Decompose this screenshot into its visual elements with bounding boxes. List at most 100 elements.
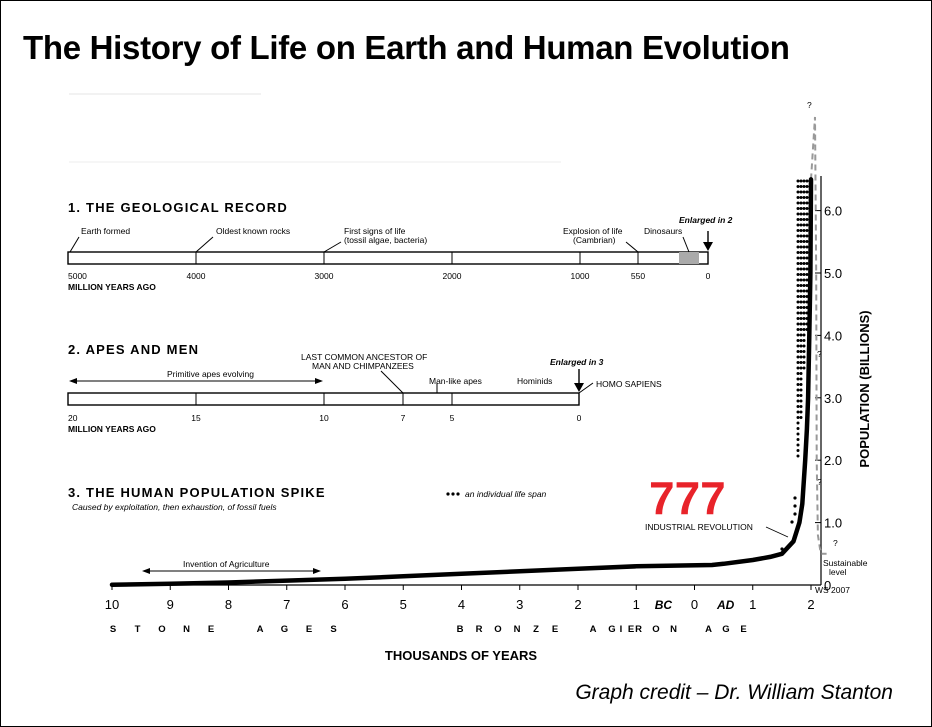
life-span-dot: [808, 196, 812, 199]
life-span-dot: [796, 245, 800, 249]
stone-age-letter: S: [110, 624, 116, 635]
figure-mark: WS 2007: [815, 585, 850, 595]
life-span-dot: [808, 284, 812, 287]
x-tick-label: 7: [283, 597, 290, 612]
event-man-like-apes: Man-like apes: [429, 376, 482, 386]
event-leader: [69, 236, 80, 253]
arrow-down-icon: [703, 242, 713, 251]
life-span-dot: [796, 405, 800, 408]
bronze-age-letter: B: [457, 624, 464, 635]
apes-tick-label: 7: [401, 413, 406, 423]
life-span-dot: [802, 328, 806, 331]
life-span-dot: [802, 322, 806, 326]
x-tick-label: 8: [225, 597, 232, 612]
life-span-dot: [808, 267, 812, 271]
iron-age-letter: I: [620, 624, 623, 635]
legend-dot: [446, 492, 450, 496]
life-span-dot: [796, 295, 800, 298]
geo-tick-label: 550: [631, 271, 645, 281]
industrial-revolution-label: INDUSTRIAL REVOLUTION: [645, 522, 753, 532]
geo-tick-label: 1000: [571, 271, 590, 281]
life-span-dot: [796, 223, 800, 227]
life-span-dot: [799, 218, 803, 221]
life-span-dot: [799, 339, 803, 342]
life-span-dot: [796, 377, 800, 381]
life-span-dot: [799, 212, 803, 216]
x-tick-label: 5: [400, 597, 407, 612]
life-span-dot: [796, 262, 800, 265]
bronze-age-letter: E: [628, 624, 634, 635]
geo-tick-label: 2000: [443, 271, 462, 281]
industrial-leader: [765, 526, 789, 538]
iron-age-letter: A: [705, 624, 712, 635]
life-span-dot: [802, 190, 806, 194]
life-span-dot: [796, 438, 800, 441]
life-span-dot: [796, 306, 800, 309]
x-tick-label: 0: [691, 597, 698, 612]
legend: an individual life span: [446, 489, 547, 499]
arrow-down-icon: [574, 383, 584, 392]
life-span-dot: [799, 399, 803, 403]
stone-age-letter: S: [330, 624, 336, 635]
life-span-dot: [802, 278, 806, 282]
life-span-dot: [799, 185, 803, 188]
era-ad-label: AD: [716, 598, 735, 612]
life-span-dot: [799, 388, 803, 392]
life-span-dot: [808, 240, 812, 243]
x-tick-label: 9: [167, 597, 174, 612]
life-span-dot: [802, 289, 806, 293]
x-tick-label: 6: [341, 597, 348, 612]
life-span-dot: [805, 229, 809, 232]
life-span-dot: [802, 240, 806, 243]
life-span-dot: [808, 201, 812, 205]
life-span-dot: [799, 311, 803, 315]
life-span-dot: [799, 300, 803, 304]
life-span-dot: [796, 388, 800, 392]
arrow-left-icon: [142, 568, 150, 574]
dinosaur-range: [679, 252, 699, 264]
sustainable-level-label: level: [829, 567, 847, 577]
life-span-dot: [796, 427, 800, 430]
life-span-dot: [808, 278, 812, 282]
life-span-dot: [805, 295, 809, 298]
y-tick-label: 4.0: [824, 328, 842, 343]
life-span-dot: [799, 289, 803, 293]
life-span-dot: [796, 344, 800, 348]
life-span-dot: [796, 416, 800, 419]
life-span-dot: [805, 322, 809, 326]
life-span-dot: [805, 201, 809, 205]
life-span-dot: [799, 317, 803, 320]
life-span-dot: [802, 306, 806, 309]
life-span-dot: [796, 311, 800, 315]
life-span-dot: [802, 179, 806, 183]
era-bc-label: BC: [655, 598, 673, 612]
life-span-dot: [799, 350, 803, 353]
iron-age-letter: O: [652, 624, 659, 635]
life-span-dot: [799, 416, 803, 419]
life-span-dot: [799, 234, 803, 238]
life-span-dot: [799, 256, 803, 260]
life-span-dot: [799, 284, 803, 287]
life-span-dot: [799, 223, 803, 227]
life-span-dot: [808, 218, 812, 221]
iron-age-letter: G: [722, 624, 729, 635]
event-leader: [625, 241, 639, 253]
x-tick-label: 2: [807, 597, 814, 612]
page-title: The History of Life on Earth and Human E…: [23, 29, 790, 66]
life-span-dot: [808, 251, 812, 254]
y-tick-label: 0: [824, 578, 831, 593]
event-primitive-apes: Primitive apes evolving: [167, 369, 254, 379]
life-span-dot: [799, 240, 803, 243]
life-span-dot: [802, 251, 806, 254]
life-span-dot: [799, 196, 803, 199]
bronze-age-letter: A: [590, 624, 597, 635]
life-span-dot: [802, 339, 806, 342]
geological-unit: MILLION YEARS AGO: [68, 282, 156, 292]
life-span-dot: [799, 361, 803, 364]
life-span-dot: [802, 344, 806, 348]
geo-tick-label: 3000: [315, 271, 334, 281]
life-span-dot: [805, 267, 809, 271]
x-tick-label: 1: [749, 597, 756, 612]
bronze-age-letter: Z: [533, 624, 539, 635]
bronze-age-letter: E: [552, 624, 558, 635]
